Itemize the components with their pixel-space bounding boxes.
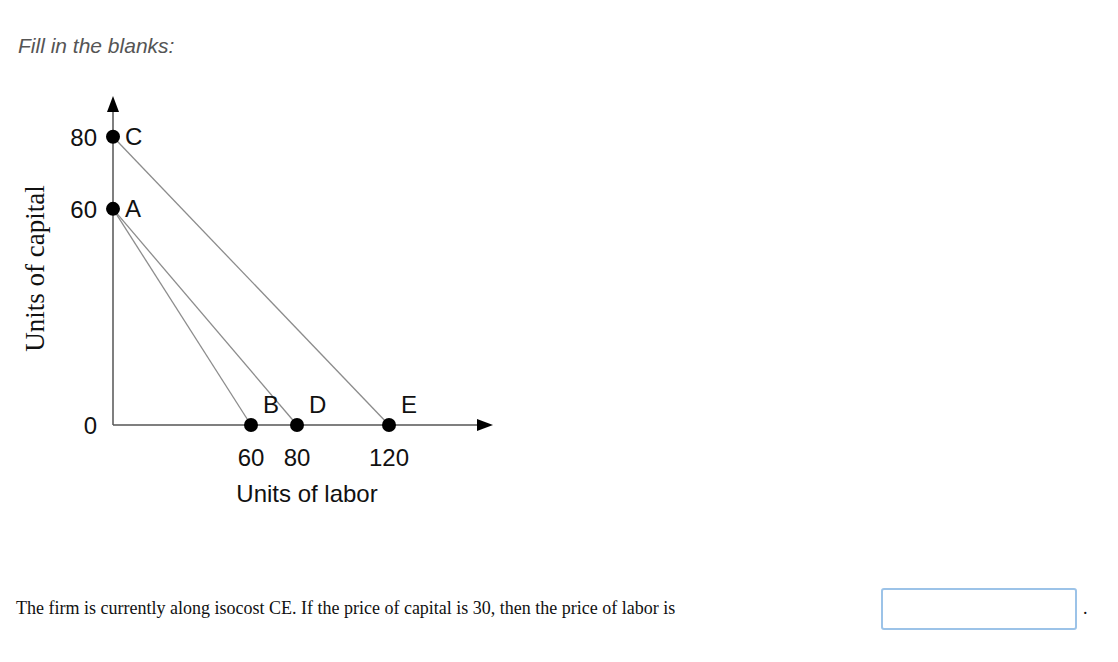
x-tick-label: 120 <box>369 444 409 471</box>
plot-area <box>106 130 396 432</box>
point <box>106 130 120 144</box>
isocost-line <box>113 209 297 425</box>
y-axis <box>112 108 114 425</box>
point-label: A <box>125 195 141 222</box>
point-label: B <box>263 391 279 418</box>
chart: 60 80 120 0 60 80 Units of labor Units of capit… <box>0 0 1118 662</box>
y-tick-label: 80 <box>70 124 97 151</box>
question: The firm is currently along isocost CE. … <box>16 598 675 619</box>
instruction: Fill in the blanks: <box>18 34 174 58</box>
isocost-line <box>113 137 389 425</box>
answer-input[interactable] <box>881 588 1077 630</box>
y-axis-arrow <box>107 96 119 112</box>
point <box>382 418 396 432</box>
x-tick-label: 80 <box>284 444 311 471</box>
answer-suffix: . <box>1083 598 1088 619</box>
x-axis-label: Units of labor <box>236 480 377 507</box>
point-label: D <box>309 391 326 418</box>
y-axis-label: Units of capital <box>20 185 50 351</box>
point-labels: C A B D E <box>125 123 417 418</box>
y-tick-label: 0 <box>84 412 97 439</box>
y-tick-label: 60 <box>70 196 97 223</box>
point <box>290 418 304 432</box>
x-tick-label: 60 <box>238 444 265 471</box>
point-label: C <box>125 123 142 150</box>
isocost-line <box>113 209 251 425</box>
x-axis-arrow <box>477 419 493 431</box>
point <box>106 202 120 216</box>
point-label: E <box>401 391 417 418</box>
point <box>244 418 258 432</box>
